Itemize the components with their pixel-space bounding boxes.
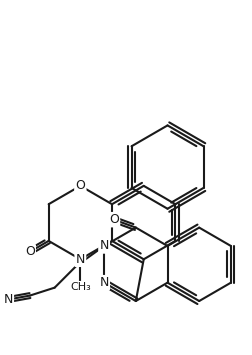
Text: N: N <box>75 253 85 266</box>
Text: O: O <box>75 179 85 192</box>
Text: O: O <box>109 213 118 226</box>
Text: N: N <box>99 276 108 289</box>
Text: N: N <box>99 240 108 252</box>
Text: O: O <box>25 245 35 258</box>
Text: N: N <box>4 293 13 306</box>
Text: CH₃: CH₃ <box>70 282 90 292</box>
